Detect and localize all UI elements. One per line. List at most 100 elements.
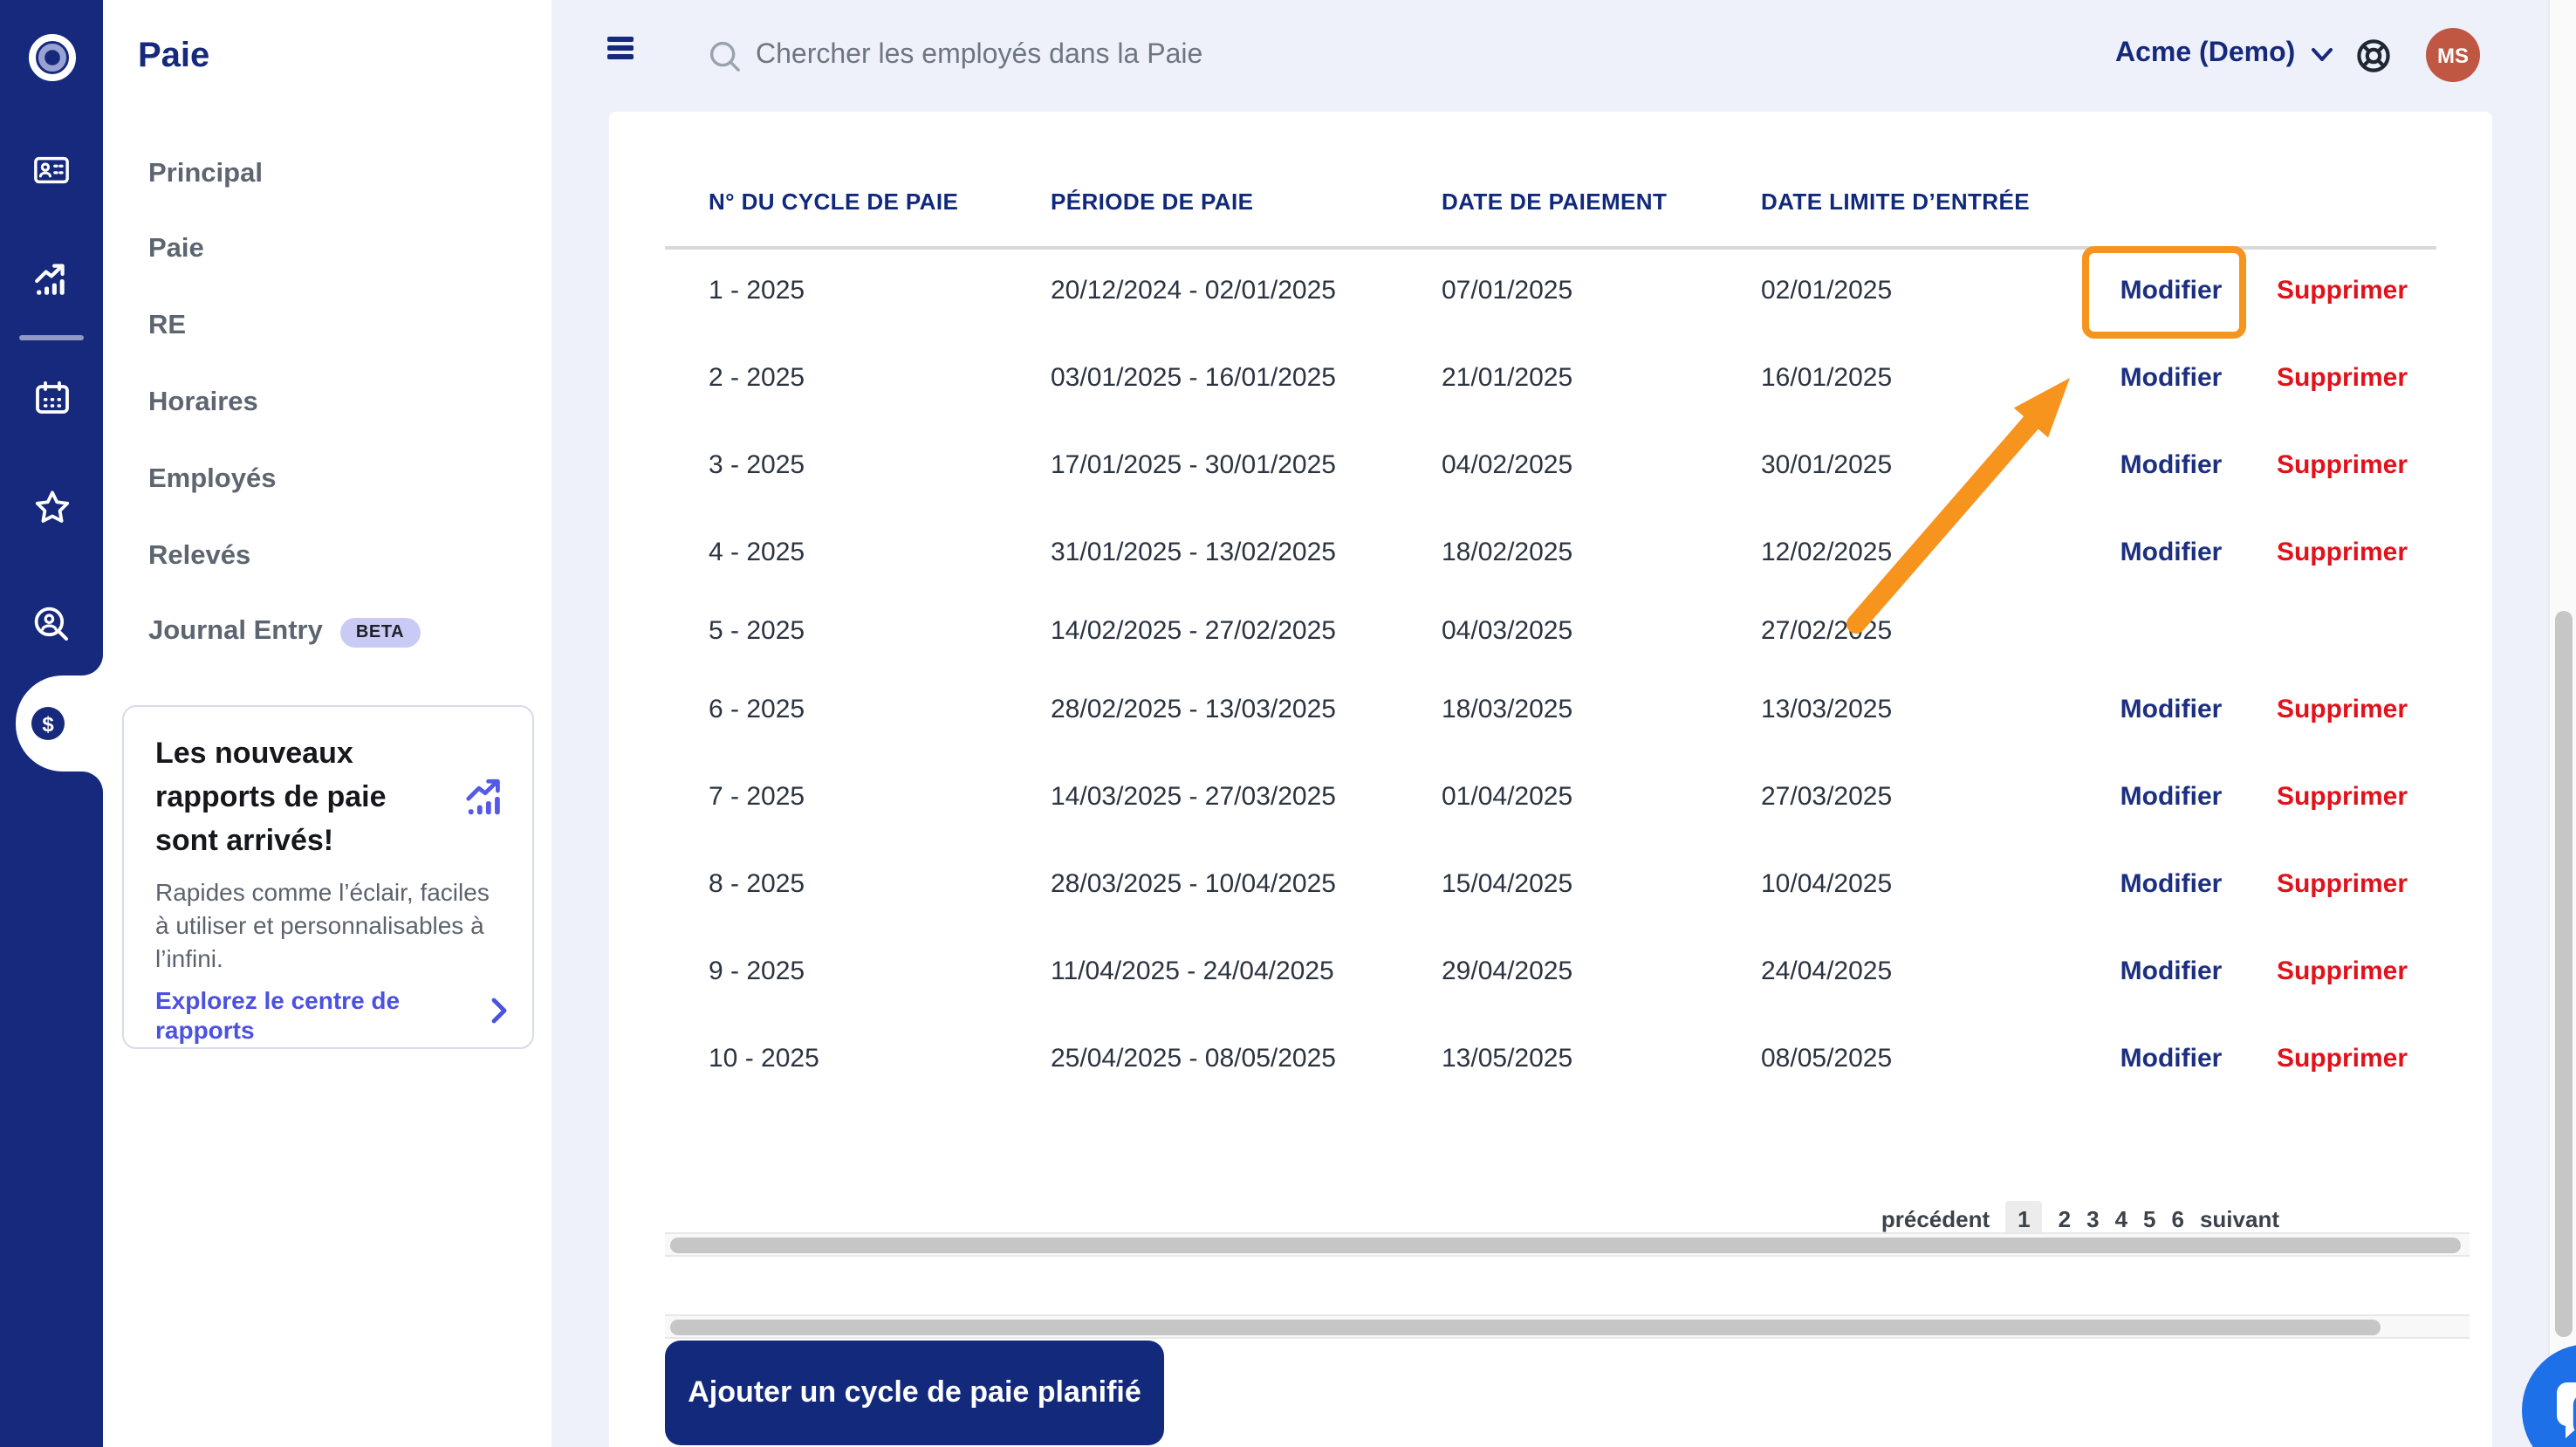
promo-link[interactable]: Explorez le centre de rapports bbox=[155, 986, 452, 1046]
delete-link[interactable]: Supprimer bbox=[2255, 782, 2429, 812]
life-buoy-icon bbox=[2356, 38, 2391, 73]
calendar-icon bbox=[34, 380, 69, 415]
sidebar-item-re[interactable]: RE bbox=[148, 311, 186, 342]
person-search-icon bbox=[33, 606, 70, 642]
modify-link[interactable]: Modifier bbox=[2084, 957, 2258, 986]
delete-link[interactable]: Supprimer bbox=[2255, 538, 2429, 567]
sidebar-rail-item-calendar[interactable] bbox=[0, 379, 103, 415]
modify-link[interactable]: Modifier bbox=[2084, 782, 2258, 812]
pay-cycles-panel: N° DU CYCLE DE PAIE PÉRIODE DE PAIE DATE… bbox=[609, 112, 2492, 1447]
avatar[interactable]: MS bbox=[2426, 28, 2480, 82]
delete-link[interactable]: Supprimer bbox=[2255, 450, 2429, 480]
modify-link[interactable]: Modifier bbox=[2084, 869, 2258, 899]
cycle-number: 6 - 2025 bbox=[709, 695, 805, 724]
pagination-page[interactable]: 3 bbox=[2086, 1206, 2099, 1232]
pagination-prev[interactable]: précédent bbox=[1881, 1206, 1990, 1232]
chat-launcher-button[interactable] bbox=[2522, 1344, 2576, 1447]
vertical-scrollbar[interactable] bbox=[2548, 0, 2576, 1447]
table-horizontal-scrollbar[interactable] bbox=[665, 1232, 2470, 1257]
cycle-number: 4 - 2025 bbox=[709, 538, 805, 567]
entry-deadline: 10/04/2025 bbox=[1761, 869, 1892, 899]
org-name: Acme (Demo) bbox=[2115, 38, 2295, 70]
entry-deadline: 13/03/2025 bbox=[1761, 695, 1892, 724]
modify-link[interactable]: Modifier bbox=[2084, 450, 2258, 480]
entry-deadline: 08/05/2025 bbox=[1761, 1044, 1892, 1073]
annotation-highlight-box bbox=[2082, 246, 2246, 339]
entry-deadline: 27/02/2025 bbox=[1761, 616, 1892, 646]
menu-toggle-button[interactable] bbox=[607, 37, 634, 59]
pay-period: 20/12/2024 - 02/01/2025 bbox=[1051, 276, 1336, 305]
pagination-next[interactable]: suivant bbox=[2200, 1206, 2279, 1232]
modify-link[interactable]: Modifier bbox=[2084, 695, 2258, 724]
entry-deadline: 27/03/2025 bbox=[1761, 782, 1892, 812]
cycle-number: 10 - 2025 bbox=[709, 1044, 819, 1073]
modify-link[interactable]: Modifier bbox=[2084, 538, 2258, 567]
search-input[interactable] bbox=[752, 38, 1545, 73]
entry-deadline: 30/01/2025 bbox=[1761, 450, 1892, 480]
modify-link[interactable]: Modifier bbox=[2084, 363, 2258, 393]
page-title: Paie bbox=[138, 37, 209, 77]
org-switcher[interactable]: Acme (Demo) bbox=[2115, 38, 2333, 70]
modify-link[interactable]: Modifier bbox=[2084, 1044, 2258, 1073]
sidebar-rail-item-reports[interactable] bbox=[0, 262, 103, 298]
delete-link[interactable]: Supprimer bbox=[2255, 276, 2429, 305]
pay-period: 14/02/2025 - 27/02/2025 bbox=[1051, 616, 1336, 646]
payment-date: 21/01/2025 bbox=[1442, 363, 1572, 393]
active-scoop-bottom bbox=[82, 772, 103, 792]
sidebar: Paie Principal Paie RE Horaires Employés… bbox=[103, 0, 552, 1447]
entry-deadline: 12/02/2025 bbox=[1761, 538, 1892, 567]
sidebar-rail-item-payroll[interactable]: $ bbox=[31, 707, 65, 740]
scrollbar-thumb[interactable] bbox=[2555, 611, 2573, 1337]
table-row: 5 - 2025 14/02/2025 - 27/02/2025 04/03/2… bbox=[609, 616, 2492, 655]
sidebar-item-principal[interactable]: Principal bbox=[148, 159, 263, 190]
promo-card: Les nouveaux rapports de paie sont arriv… bbox=[122, 705, 534, 1049]
pay-period: 28/03/2025 - 10/04/2025 bbox=[1051, 869, 1336, 899]
pagination-page[interactable]: 6 bbox=[2172, 1206, 2184, 1232]
chevron-right-icon[interactable] bbox=[490, 997, 508, 1033]
entry-deadline: 16/01/2025 bbox=[1761, 363, 1892, 393]
delete-link[interactable]: Supprimer bbox=[2255, 957, 2429, 986]
payment-date: 01/04/2025 bbox=[1442, 782, 1572, 812]
cycle-number: 7 - 2025 bbox=[709, 782, 805, 812]
table-row: 3 - 2025 17/01/2025 - 30/01/2025 04/02/2… bbox=[609, 450, 2492, 489]
delete-link[interactable]: Supprimer bbox=[2255, 363, 2429, 393]
sidebar-item-journal-entry[interactable]: Journal Entry BETA bbox=[148, 616, 420, 648]
beta-badge: BETA bbox=[340, 617, 420, 647]
add-pay-cycle-button[interactable]: Ajouter un cycle de paie planifié bbox=[665, 1341, 1164, 1445]
sidebar-item-employes[interactable]: Employés bbox=[148, 464, 276, 496]
table-row: 8 - 2025 28/03/2025 - 10/04/2025 15/04/2… bbox=[609, 869, 2492, 908]
table-row: 10 - 2025 25/04/2025 - 08/05/2025 13/05/… bbox=[609, 1044, 2492, 1082]
cycle-number: 9 - 2025 bbox=[709, 957, 805, 986]
sidebar-item-horaires[interactable]: Horaires bbox=[148, 387, 258, 419]
pay-period: 14/03/2025 - 27/03/2025 bbox=[1051, 782, 1336, 812]
panel-horizontal-scrollbar[interactable] bbox=[665, 1314, 2470, 1339]
id-card-icon bbox=[33, 152, 70, 189]
chevron-down-icon bbox=[2311, 46, 2333, 62]
pay-period: 25/04/2025 - 08/05/2025 bbox=[1051, 1044, 1336, 1073]
payroll-app: $ Paie Principal Paie RE Horaires Employ… bbox=[0, 0, 2576, 1447]
help-button[interactable] bbox=[2356, 38, 2391, 73]
delete-link[interactable]: Supprimer bbox=[2255, 1044, 2429, 1073]
pay-period: 17/01/2025 - 30/01/2025 bbox=[1051, 450, 1336, 480]
payment-date: 07/01/2025 bbox=[1442, 276, 1572, 305]
search-icon bbox=[709, 39, 742, 72]
scrollbar-thumb[interactable] bbox=[670, 1238, 2461, 1253]
sidebar-item-releves[interactable]: Relevés bbox=[148, 541, 250, 573]
pay-period: 03/01/2025 - 16/01/2025 bbox=[1051, 363, 1336, 393]
active-scoop-top bbox=[82, 655, 103, 675]
sidebar-rail-item-benefits[interactable] bbox=[0, 489, 103, 525]
delete-link[interactable]: Supprimer bbox=[2255, 869, 2429, 899]
pagination-page[interactable]: 5 bbox=[2143, 1206, 2155, 1232]
table-row: 4 - 2025 31/01/2025 - 13/02/2025 18/02/2… bbox=[609, 538, 2492, 576]
sidebar-item-paie[interactable]: Paie bbox=[148, 234, 204, 265]
pagination-page[interactable]: 4 bbox=[2115, 1206, 2127, 1232]
scrollbar-thumb[interactable] bbox=[670, 1320, 2381, 1335]
sidebar-rail-item-recruiting[interactable] bbox=[0, 606, 103, 642]
payment-date: 15/04/2025 bbox=[1442, 869, 1572, 899]
delete-link[interactable]: Supprimer bbox=[2255, 695, 2429, 724]
sidebar-rail-item-contacts[interactable] bbox=[0, 152, 103, 189]
pagination-page[interactable]: 2 bbox=[2059, 1206, 2071, 1232]
table-row: 6 - 2025 28/02/2025 - 13/03/2025 18/03/2… bbox=[609, 695, 2492, 733]
brand-logo-icon[interactable] bbox=[0, 33, 103, 82]
entry-deadline: 02/01/2025 bbox=[1761, 276, 1892, 305]
